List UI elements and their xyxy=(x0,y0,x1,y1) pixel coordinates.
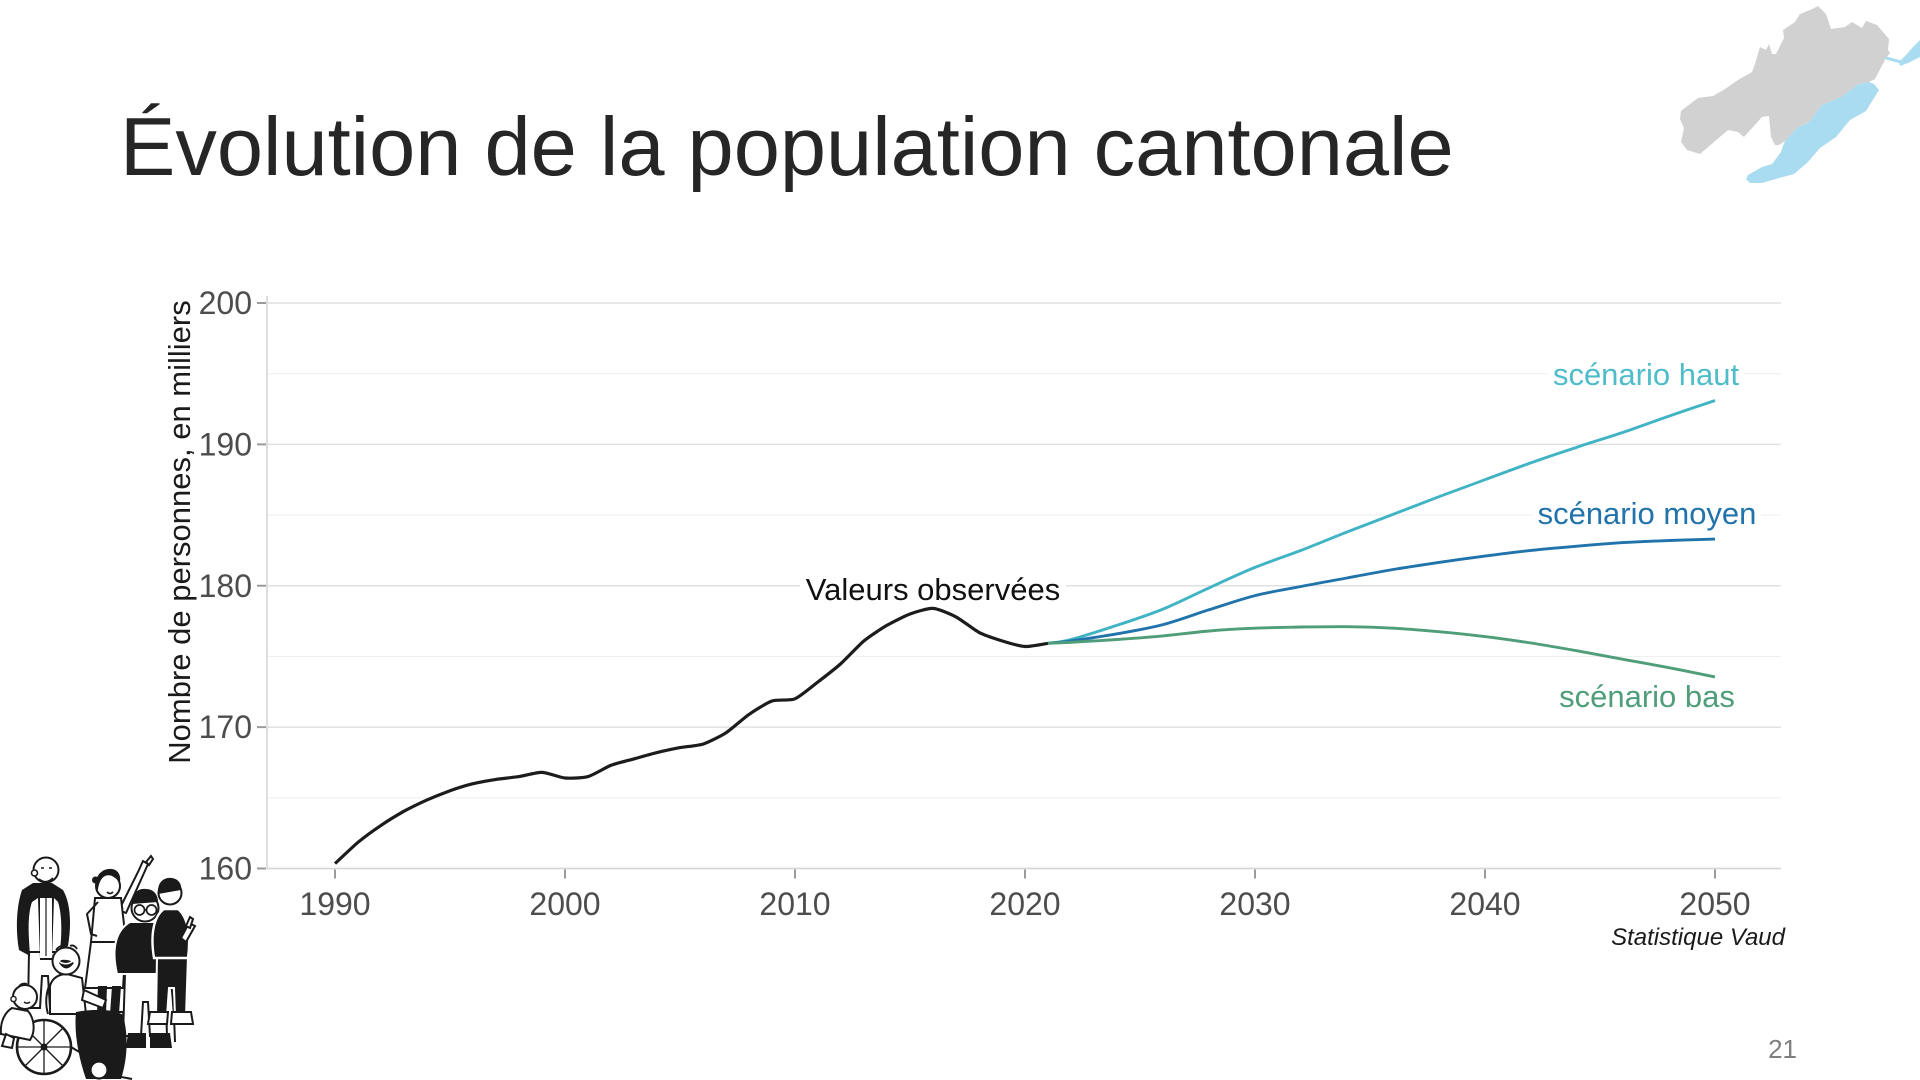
svg-text:180: 180 xyxy=(199,568,252,604)
svg-text:2000: 2000 xyxy=(529,886,600,922)
svg-text:190: 190 xyxy=(199,426,252,462)
svg-text:Statistique Vaud: Statistique Vaud xyxy=(1611,924,1786,951)
svg-text:200: 200 xyxy=(199,285,252,321)
svg-text:2050: 2050 xyxy=(1679,886,1750,922)
svg-text:1990: 1990 xyxy=(299,886,370,922)
svg-text:170: 170 xyxy=(199,709,252,745)
svg-text:2020: 2020 xyxy=(989,886,1060,922)
svg-text:scénario bas: scénario bas xyxy=(1559,679,1735,714)
svg-text:2040: 2040 xyxy=(1449,886,1520,922)
svg-text:Valeurs observées: Valeurs observées xyxy=(806,572,1060,607)
svg-text:2030: 2030 xyxy=(1219,886,1290,922)
svg-text:2010: 2010 xyxy=(759,886,830,922)
svg-text:scénario moyen: scénario moyen xyxy=(1538,496,1757,531)
svg-text:scénario haut: scénario haut xyxy=(1553,357,1740,392)
svg-text:160: 160 xyxy=(199,851,252,887)
svg-text:Nombre de personnes, en millie: Nombre de personnes, en milliers xyxy=(162,300,197,764)
